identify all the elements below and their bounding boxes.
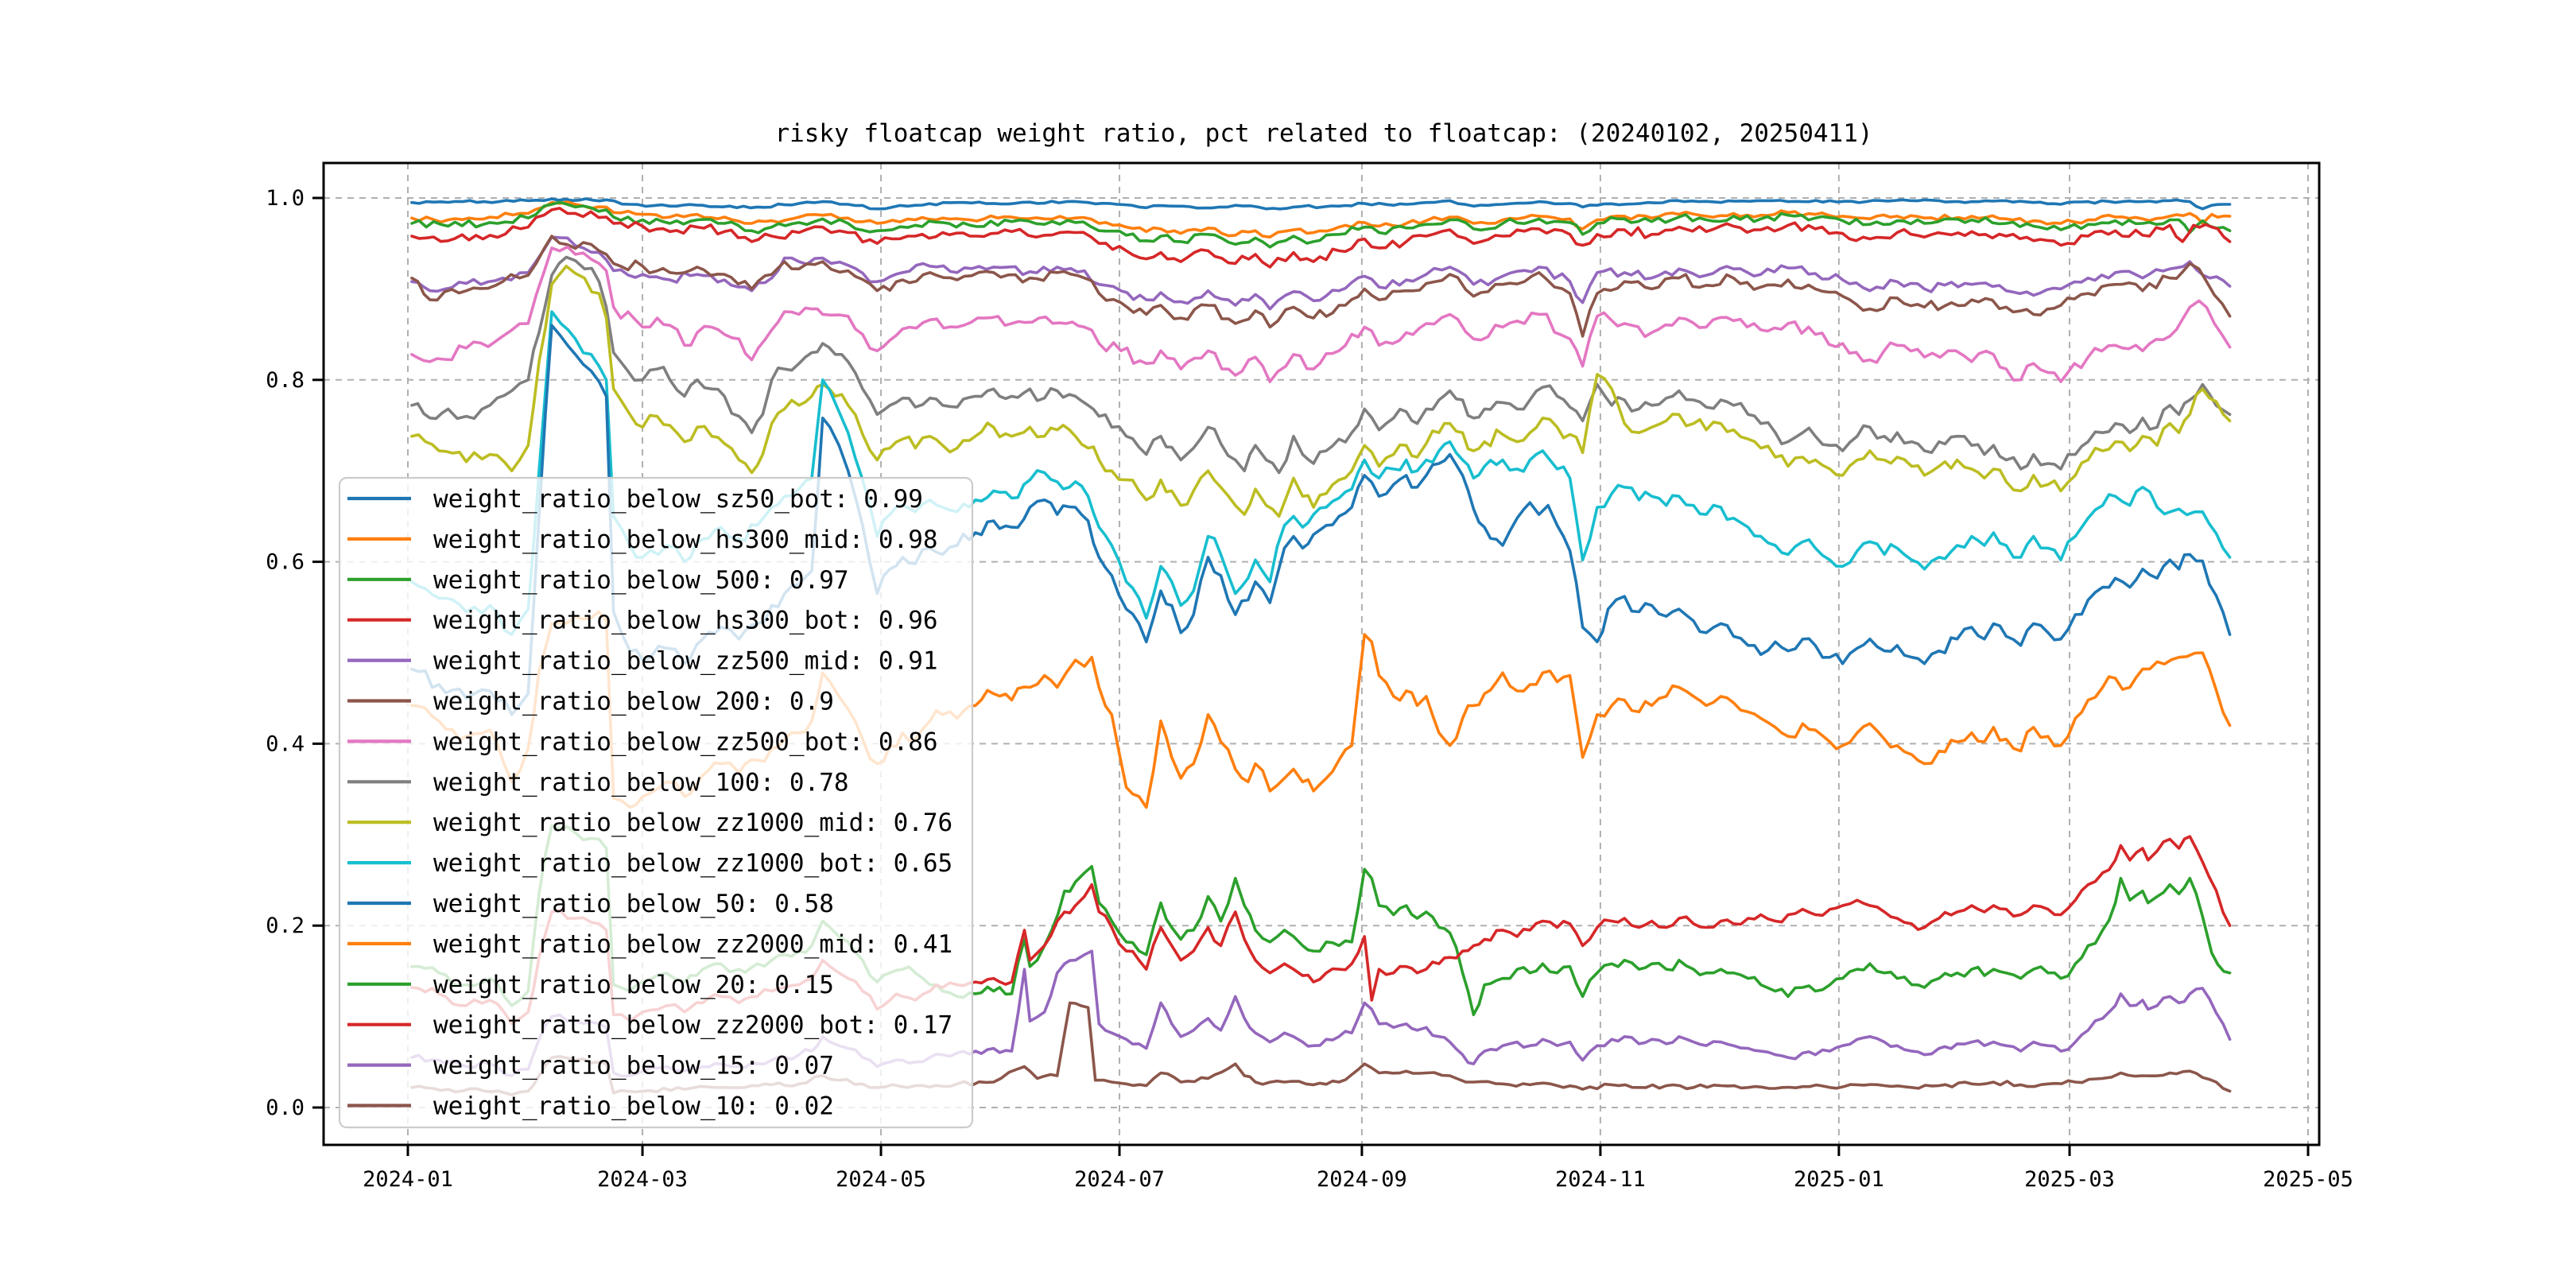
x-tick-label: 2024-11 <box>1555 1167 1646 1192</box>
y-tick-label: 0.2 <box>266 914 305 938</box>
legend-label: weight_ratio_below_zz500_mid: 0.91 <box>433 647 938 676</box>
x-tick-label: 2024-09 <box>1317 1167 1407 1192</box>
x-tick-label: 2024-07 <box>1074 1167 1165 1192</box>
legend-box <box>338 476 974 1129</box>
x-tick-label: 2025-05 <box>2263 1167 2353 1192</box>
series-layer <box>410 197 2232 1096</box>
legend-label: weight_ratio_below_zz2000_mid: 0.41 <box>433 930 952 959</box>
chart-title: risky floatcap weight ratio, pct related… <box>774 119 1872 148</box>
x-tick-label: 2024-01 <box>363 1167 453 1192</box>
series-line-weight_ratio_below_hs300_bot <box>410 207 2232 269</box>
series-line-weight_ratio_below_200 <box>410 235 2232 338</box>
x-tick-label: 2024-03 <box>597 1167 688 1192</box>
series-line-weight_ratio_below_hs300_mid <box>410 200 2232 239</box>
series-line-weight_ratio_below_100 <box>410 255 2232 475</box>
legend-label: weight_ratio_below_zz500_bot: 0.86 <box>433 727 938 756</box>
legend-label: weight_ratio_below_hs300_mid: 0.98 <box>433 526 938 554</box>
legend-label: weight_ratio_below_zz1000_bot: 0.65 <box>433 849 952 878</box>
legend-label: weight_ratio_below_10: 0.02 <box>433 1092 834 1121</box>
series-line-weight_ratio_below_zz500_mid <box>410 235 2232 311</box>
legend-label: weight_ratio_below_500: 0.97 <box>433 566 849 595</box>
legend-label: weight_ratio_below_sz50_bot: 0.99 <box>433 485 923 514</box>
legend-label: weight_ratio_below_zz2000_bot: 0.17 <box>433 1011 952 1040</box>
x-tick-label: 2024-05 <box>836 1167 926 1192</box>
series-line-weight_ratio_below_500 <box>410 200 2232 249</box>
legend-layer: weight_ratio_below_sz50_bot: 0.99 weight_… <box>338 476 974 1129</box>
x-tick-label: 2025-01 <box>1794 1167 1884 1192</box>
x-tick-label: 2025-03 <box>2024 1167 2115 1192</box>
axes-layer: 2024-01 2024-03 2024-05 2024-07 2024-09 2024-… <box>266 161 2353 1192</box>
legend-label: weight_ratio_below_200: 0.9 <box>433 688 834 716</box>
series-line-weight_ratio_below_zz1000_mid <box>410 265 2232 518</box>
y-tick-label: 0.4 <box>266 731 305 756</box>
series-line-weight_ratio_below_sz50_bot <box>410 197 2232 211</box>
legend-label: weight_ratio_below_15: 0.07 <box>433 1052 834 1080</box>
legend-label: weight_ratio_below_20: 0.15 <box>433 971 834 999</box>
y-tick-label: 0.0 <box>266 1096 305 1120</box>
legend-label: weight_ratio_below_50: 0.58 <box>433 890 834 918</box>
y-tick-label: 0.6 <box>266 550 305 575</box>
legend-label: weight_ratio_below_hs300_bot: 0.96 <box>433 607 938 635</box>
y-tick-label: 1.0 <box>266 186 305 211</box>
legend-label: weight_ratio_below_100: 0.78 <box>433 768 849 797</box>
plot-border <box>322 161 2321 1146</box>
legend-label: weight_ratio_below_zz1000_mid: 0.76 <box>433 809 952 837</box>
y-tick-label: 0.8 <box>266 368 305 393</box>
series-line-weight_ratio_below_zz500_bot <box>410 245 2232 383</box>
